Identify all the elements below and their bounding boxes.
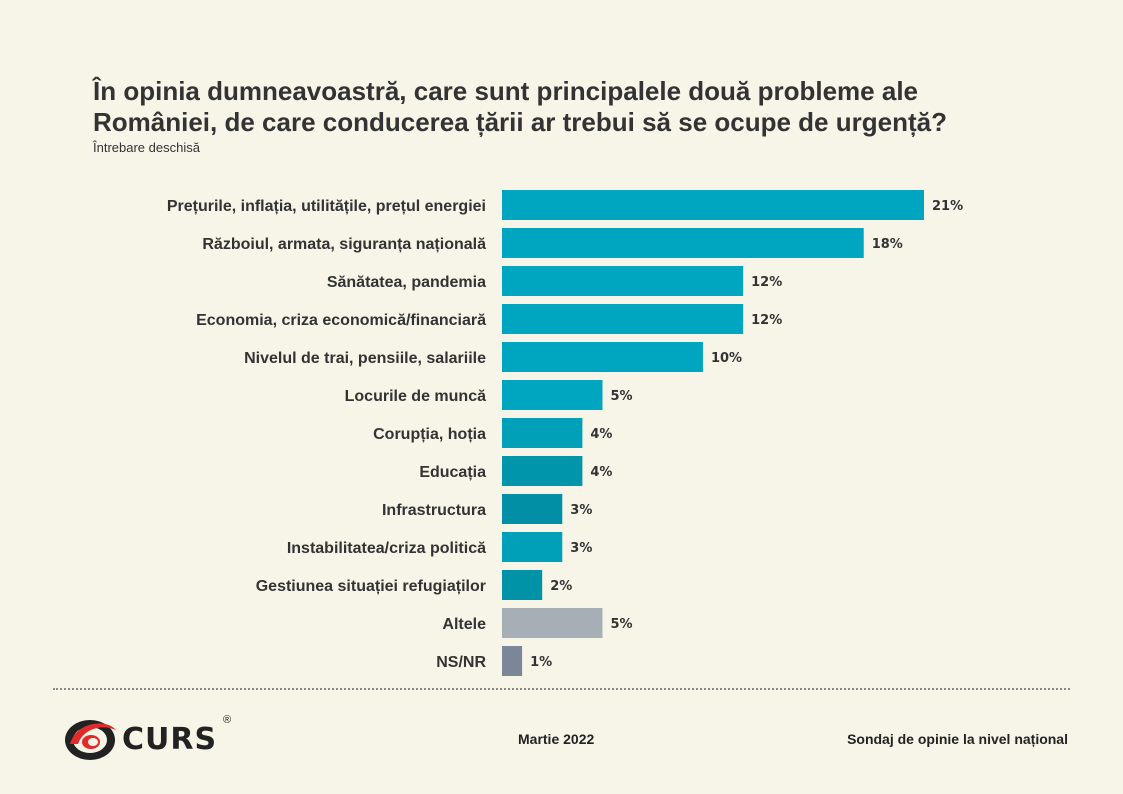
data-label: 5% bbox=[610, 617, 632, 632]
data-label: 3% bbox=[570, 541, 592, 556]
data-label: 18% bbox=[872, 237, 903, 252]
category-label: Infrastructura bbox=[382, 502, 486, 519]
bar bbox=[502, 418, 583, 448]
data-label: 4% bbox=[590, 465, 612, 480]
data-label: 4% bbox=[590, 427, 612, 442]
bar bbox=[502, 646, 523, 676]
bar bbox=[502, 190, 924, 220]
data-label: 12% bbox=[751, 275, 782, 290]
category-label: Locurile de muncă bbox=[345, 388, 486, 405]
logo-wordmark: CURS bbox=[122, 722, 218, 757]
chart-subtitle: Întrebare deschisă bbox=[93, 140, 200, 155]
data-label: 1% bbox=[530, 655, 552, 670]
footer-divider bbox=[53, 688, 1070, 690]
bar bbox=[502, 266, 744, 296]
category-label: Instabilitatea/criza politică bbox=[287, 540, 486, 557]
data-label: 10% bbox=[711, 351, 742, 366]
curs-logo-icon bbox=[65, 720, 116, 760]
category-label: Corupția, hoția bbox=[373, 426, 486, 443]
category-label: Altele bbox=[442, 616, 486, 633]
registered-mark: ® bbox=[223, 714, 232, 726]
bar bbox=[502, 532, 563, 562]
survey-note: Sondaj de opinie la nivel național bbox=[847, 731, 1068, 747]
bar bbox=[502, 608, 603, 638]
data-label: 21% bbox=[932, 199, 963, 214]
survey-date: Martie 2022 bbox=[518, 731, 595, 747]
category-label: Nivelul de trai, pensiile, salariile bbox=[244, 350, 486, 367]
category-label: Prețurile, inflația, utilitățile, prețul… bbox=[167, 198, 486, 215]
bar bbox=[502, 570, 543, 600]
bar bbox=[502, 304, 744, 334]
bar bbox=[502, 228, 864, 258]
data-label: 3% bbox=[570, 503, 592, 518]
category-label: Sănătatea, pandemia bbox=[327, 274, 486, 291]
data-label: 12% bbox=[751, 313, 782, 328]
category-label: Gestiunea situației refugiaților bbox=[256, 578, 486, 595]
data-label: 2% bbox=[550, 579, 572, 594]
category-label: Economia, criza economică/financiară bbox=[196, 312, 486, 329]
bar bbox=[502, 456, 583, 486]
curs-logo: CURS ® bbox=[62, 714, 242, 764]
bar bbox=[502, 342, 703, 372]
chart-title: În opinia dumneavoastră, care sunt princ… bbox=[93, 76, 947, 137]
data-label: 5% bbox=[610, 389, 632, 404]
bar bbox=[502, 494, 563, 524]
bar-chart: Prețurile, inflația, utilitățile, prețul… bbox=[167, 190, 963, 676]
category-label: Educația bbox=[419, 464, 486, 481]
category-label: Războiul, armata, siguranța națională bbox=[202, 236, 486, 253]
category-label: NS/NR bbox=[436, 654, 486, 671]
bar bbox=[502, 380, 603, 410]
